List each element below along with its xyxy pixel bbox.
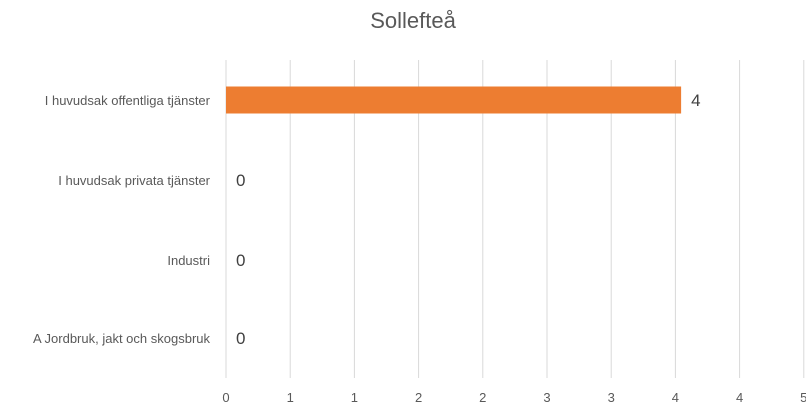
x-tick-label: 1: [351, 390, 358, 405]
category-label: A Jordbruk, jakt och skogsbruk: [33, 331, 211, 346]
chart-title: Sollefteå: [370, 8, 456, 33]
category-label: I huvudsak offentliga tjänster: [45, 93, 211, 108]
x-tick-label: 4: [672, 390, 679, 405]
x-tick-label: 0: [222, 390, 229, 405]
category-label: I huvudsak privata tjänster: [58, 173, 210, 188]
data-label: 4: [691, 91, 700, 110]
data-label: 0: [236, 251, 245, 270]
data-label: 0: [236, 329, 245, 348]
x-tick-label: 1: [287, 390, 294, 405]
data-label: 0: [236, 171, 245, 190]
bar: [226, 86, 682, 114]
x-tick-label: 3: [608, 390, 615, 405]
x-tick-label: 2: [479, 390, 486, 405]
x-tick-label: 3: [543, 390, 550, 405]
x-tick-label: 4: [736, 390, 743, 405]
x-tick-label: 5: [800, 390, 806, 405]
x-tick-label: 2: [415, 390, 422, 405]
category-label: Industri: [167, 253, 210, 268]
